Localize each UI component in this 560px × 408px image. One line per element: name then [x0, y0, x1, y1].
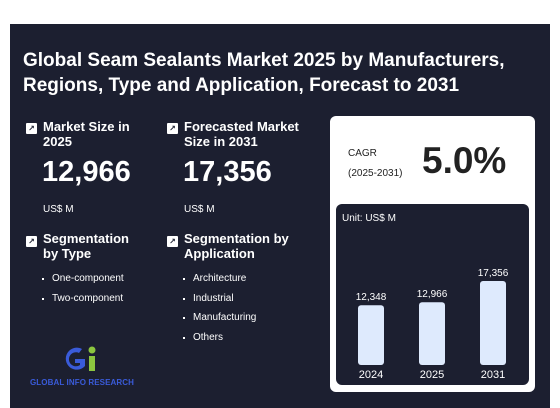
- segmentation-type-list: One-component Two-component: [42, 273, 124, 312]
- trend-arrow-icon: ↗: [26, 236, 37, 247]
- forecast-size-label: Forecasted Market Size in 2031: [184, 119, 299, 149]
- segmentation-type-label: Segmentation by Type: [43, 231, 129, 261]
- gi-logo-icon: [65, 346, 96, 371]
- brand-logo: GLOBAL INFO RESEARCH: [23, 344, 141, 390]
- bar-value-label: 17,356: [478, 268, 509, 279]
- report-title: Global Seam Sealants Market 2025 by Manu…: [23, 50, 505, 96]
- bar-2025: [419, 302, 445, 365]
- bar-2031: [480, 280, 506, 365]
- list-item: Others: [183, 332, 256, 344]
- brand-logo-text: GLOBAL INFO RESEARCH: [29, 378, 135, 387]
- list-item: Industrial: [183, 293, 256, 305]
- trend-arrow-icon: ↗: [167, 236, 178, 247]
- forecast-size-value: 17,356: [183, 156, 272, 188]
- list-item: Manufacturing: [183, 312, 256, 324]
- market-size-value: 12,966: [42, 156, 131, 188]
- market-size-unit: US$ M: [43, 204, 74, 215]
- trend-arrow-icon: ↗: [26, 123, 37, 134]
- bar-value-label: 12,348: [356, 292, 387, 303]
- market-size-label: Market Size in 2025: [43, 119, 130, 149]
- segmentation-application-list: Architecture Industrial Manufacturing Ot…: [183, 273, 256, 351]
- bar-value-label: 12,966: [417, 289, 448, 300]
- x-tick-label: 2025: [420, 369, 444, 381]
- x-tick-label: 2031: [481, 369, 505, 381]
- bar-2024: [358, 305, 384, 365]
- chart-unit-label: Unit: US$ M: [342, 213, 396, 224]
- cagr-panel: CAGR (2025-2031) 5.0% Unit: US$ M 12,348…: [330, 116, 535, 392]
- list-item: Architecture: [183, 273, 256, 285]
- bar-chart: Unit: US$ M 12,348 2024 12,966 2025 17,356 20…: [336, 204, 529, 385]
- segmentation-application-label: Segmentation by Application: [184, 231, 289, 261]
- list-item: One-component: [42, 273, 124, 285]
- cagr-value: 5.0%: [422, 140, 507, 181]
- bar-chart-plot: 12,348 2024 12,966 2025 17,356 2031: [356, 268, 509, 381]
- forecast-size-unit: US$ M: [184, 204, 215, 215]
- x-tick-label: 2024: [359, 369, 383, 381]
- list-item: Two-component: [42, 293, 124, 305]
- cagr-label: CAGR (2025-2031): [348, 148, 403, 179]
- trend-arrow-icon: ↗: [167, 123, 178, 134]
